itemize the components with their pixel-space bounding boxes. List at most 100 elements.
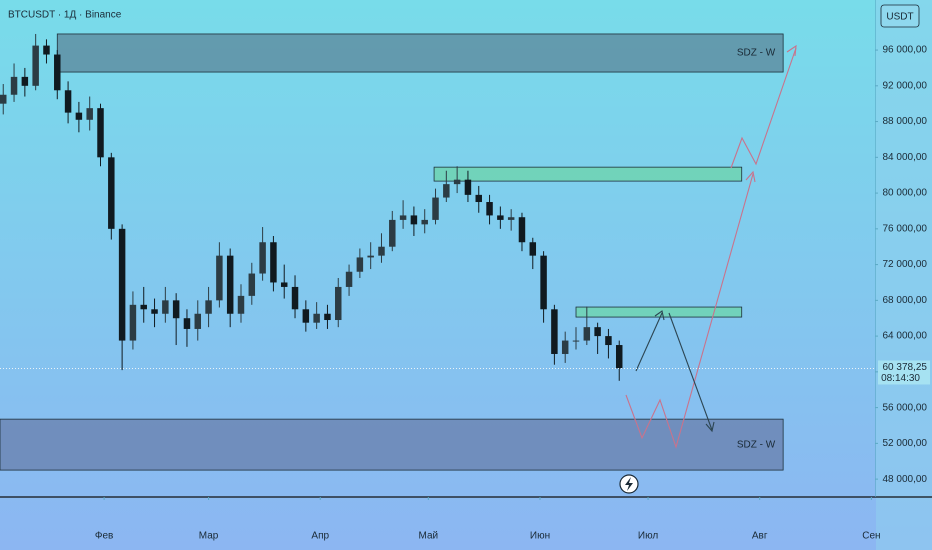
- candle-body: [378, 246, 385, 256]
- candle-body: [561, 340, 569, 354]
- chart-title: BTCUSDT · 1Д · Binance: [8, 10, 122, 21]
- zone: [575, 306, 743, 318]
- candle-body: [583, 327, 591, 341]
- candle-body: [216, 255, 223, 301]
- candle-body: [259, 242, 266, 274]
- candle-body: [0, 94, 7, 104]
- candle-body: [291, 286, 299, 310]
- candle-body: [432, 197, 439, 220]
- x-tick-label: Июн: [530, 531, 550, 542]
- last-price-label: 60 378,25: [883, 362, 928, 373]
- candle-body: [389, 219, 396, 247]
- candle-body: [248, 273, 256, 296]
- candle-body: [518, 217, 526, 243]
- y-tick-label: 52 000,00: [883, 438, 928, 449]
- arrow-head: [786, 44, 797, 57]
- candle-body: [551, 309, 558, 354]
- candle-body: [32, 45, 39, 86]
- candle-body: [324, 313, 331, 321]
- zone-label: SDZ - W: [737, 439, 776, 450]
- candle-body: [54, 54, 61, 91]
- y-tick-label: 64 000,00: [883, 331, 928, 342]
- candle-body: [194, 313, 202, 329]
- last-price-box: [878, 360, 930, 385]
- candle-body: [97, 108, 104, 158]
- candle-body: [162, 300, 169, 314]
- arrow-head: [745, 170, 756, 183]
- candle-body: [151, 309, 158, 314]
- candle-body: [356, 257, 364, 272]
- candle-body: [421, 219, 428, 225]
- candle-body: [345, 271, 353, 287]
- x-tick-label: Авг: [752, 531, 768, 542]
- projection-path: [668, 312, 713, 431]
- countdown: 08:14:30: [881, 373, 920, 384]
- candle-body: [497, 215, 504, 220]
- candle-body: [205, 300, 212, 314]
- alert-icon[interactable]: [619, 474, 639, 494]
- candle-body: [270, 242, 277, 283]
- projection-path: [730, 47, 797, 169]
- y-tick-label: 84 000,00: [883, 152, 928, 163]
- candle-body: [475, 194, 482, 203]
- candle-body: [399, 215, 407, 220]
- candle-body: [172, 300, 180, 319]
- candle-body: [118, 228, 126, 341]
- zone-label: SDZ - W: [737, 48, 776, 59]
- zone: [0, 418, 784, 471]
- arrow-head: [705, 421, 715, 433]
- candle-body: [183, 318, 191, 329]
- arrow-head: [654, 310, 665, 321]
- candle-body: [410, 215, 418, 225]
- candle-body: [226, 255, 234, 314]
- zone: [433, 166, 743, 182]
- candle-body: [540, 255, 547, 310]
- candle-body: [313, 313, 320, 323]
- candle-body: [615, 345, 623, 369]
- candle-body: [302, 309, 310, 323]
- candle-body: [64, 90, 72, 113]
- x-tick-label: Сен: [862, 531, 880, 542]
- candle-body: [594, 327, 601, 337]
- candle-body: [75, 112, 83, 120]
- candle-body: [10, 76, 18, 95]
- candle-body: [108, 157, 115, 229]
- x-tick-label: Мар: [199, 531, 219, 542]
- candle-body: [335, 286, 342, 321]
- y-tick-label: 68 000,00: [883, 295, 928, 306]
- candle-body: [86, 108, 93, 120]
- candle-body: [237, 295, 245, 314]
- candle-body: [572, 340, 580, 342]
- candle-body: [453, 179, 461, 185]
- projection-path: [625, 173, 754, 449]
- candle-body: [280, 282, 288, 287]
- projection-path: [635, 312, 663, 372]
- y-tick-label: 88 000,00: [883, 116, 928, 127]
- candle-body: [443, 184, 450, 198]
- y-tick-label: 72 000,00: [883, 259, 928, 270]
- currency-label[interactable]: USDT: [886, 12, 913, 23]
- candle-body: [129, 304, 137, 341]
- price-axis-panel: [876, 0, 932, 550]
- candle-body: [367, 255, 374, 258]
- y-tick-label: 76 000,00: [883, 223, 928, 234]
- candle-body: [507, 217, 515, 220]
- x-tick-label: Апр: [311, 531, 329, 542]
- x-tick-label: Фев: [95, 531, 113, 542]
- candle-body: [464, 179, 472, 195]
- y-tick-label: 92 000,00: [883, 80, 928, 91]
- x-tick-label: Май: [419, 531, 439, 542]
- currency-box[interactable]: [880, 4, 920, 28]
- projection: [625, 44, 797, 449]
- zone: [56, 33, 784, 73]
- candle-body: [21, 76, 29, 86]
- y-tick-label: 96 000,00: [883, 45, 928, 56]
- alert-icon-bolt[interactable]: [625, 477, 633, 491]
- candle-body: [605, 336, 612, 346]
- candle-body: [529, 242, 537, 256]
- candle-body: [43, 45, 50, 55]
- y-tick-label: 80 000,00: [883, 188, 928, 199]
- candle-body: [140, 304, 147, 310]
- x-tick-label: Июл: [638, 531, 658, 542]
